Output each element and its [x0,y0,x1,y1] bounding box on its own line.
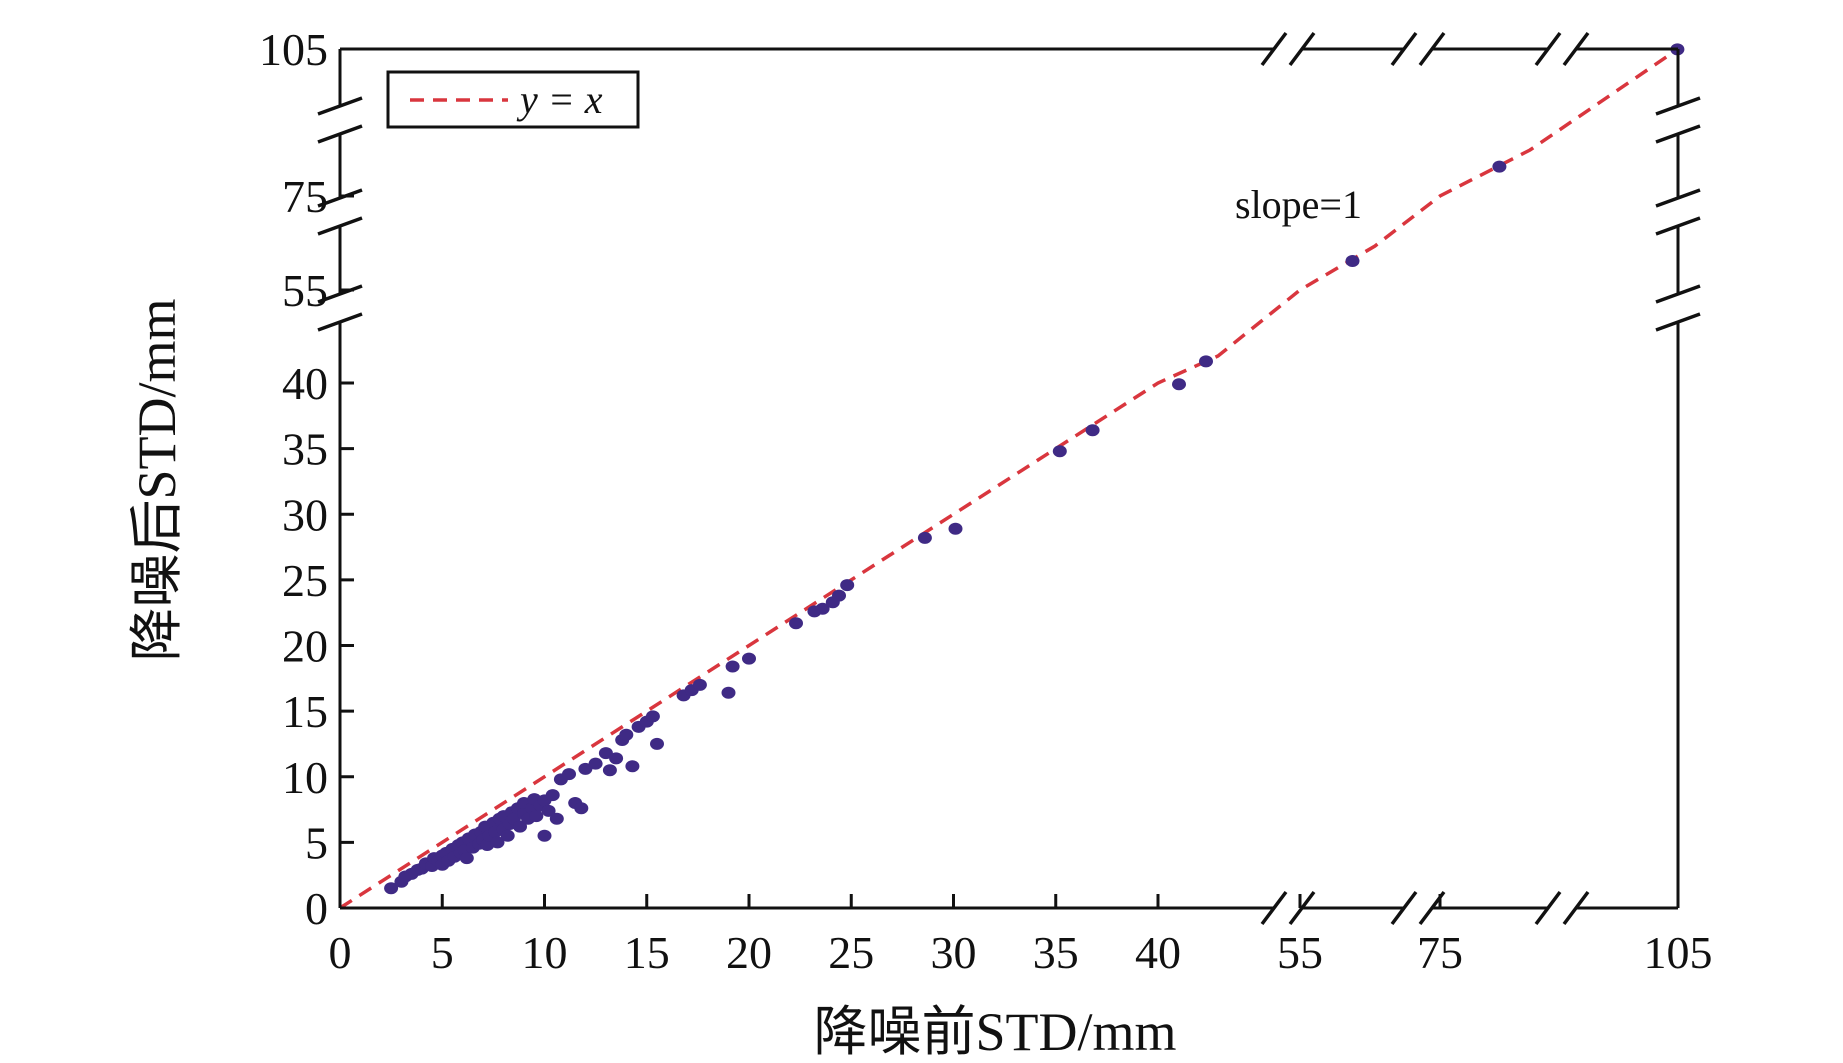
data-point [1085,424,1100,437]
data-point [588,757,603,770]
legend: y = x [386,70,640,129]
data-point [625,760,640,773]
axis-break-mark [1390,31,1418,67]
y-tick-label: 75 [282,171,328,222]
axis-break-mark [1655,312,1701,332]
x-tick-label: 5 [431,927,454,978]
x-tick-label: 55 [1277,927,1323,978]
axis-break-mark [317,284,363,304]
axis-break-mark [317,96,363,116]
x-tick-label: 35 [1033,927,1079,978]
axis-break-mark [1534,31,1562,67]
axis-break-mark [1418,31,1446,67]
axis-break-mark [317,124,363,144]
y-tick-label: 25 [282,555,328,606]
data-point [545,789,560,802]
x-tick-label: 40 [1135,927,1181,978]
data-point [619,728,634,741]
data-point [721,686,736,699]
y-tick-label: 5 [305,817,328,868]
ticks: 0 5 10 15 20 25 30 35 40 55 75 105 0 5 10 15 20 25 30 35 40 5… [259,24,1713,978]
axis-break-mark [317,312,363,332]
axis-break-mark [317,188,363,208]
axis-break-mark [1390,890,1418,926]
data-point [529,810,544,823]
y-tick-label: 10 [282,752,328,803]
axis-break-mark [1562,890,1590,926]
x-tick-label: 30 [931,927,977,978]
data-point [602,764,617,777]
y-tick-label: 35 [282,424,328,475]
axis-break-mark [1260,31,1288,67]
y-tick-label: 0 [305,883,328,934]
data-point [645,710,660,723]
data-point [650,737,664,750]
y-tick-label: 105 [259,24,328,75]
x-tick-label: 0 [329,927,352,978]
data-point [537,829,552,842]
axis-break-mark [1534,890,1562,926]
axis-break-mark [1655,284,1701,304]
data-point [840,579,855,592]
axis-break-mark [1562,31,1590,67]
axis-break-mark [1655,216,1701,236]
data-point [598,747,613,760]
axis-break-mark [1260,890,1288,926]
y-tick-label: 20 [282,621,328,672]
y-tick-label: 30 [282,489,328,540]
axis-break-mark [317,216,363,236]
x-tick-label: 20 [726,927,772,978]
x-tick-label: 25 [828,927,874,978]
data-point [549,812,564,825]
slope-annotation: slope=1 [1235,182,1362,227]
axis-break-mark [1288,890,1316,926]
x-tick-label: 15 [624,927,670,978]
data-point [1492,160,1507,173]
data-point [500,829,515,842]
axis-break-mark [1655,124,1701,144]
data-points [384,43,1685,895]
data-point [513,820,527,833]
data-point [541,804,556,817]
x-tick-label: 105 [1644,927,1713,978]
data-point [384,882,399,895]
y-tick-label: 55 [282,265,328,316]
y-tick-label: 15 [282,686,328,737]
data-point [562,768,576,781]
legend-box [386,70,640,129]
y-tick-label: 40 [282,358,328,409]
data-point [832,589,846,602]
y-axis-title: 降噪后STD/mm [127,298,187,661]
data-point [815,602,830,615]
axis-break-mark [1655,188,1701,208]
axes [317,31,1701,926]
x-tick-label: 10 [522,927,568,978]
reference-line-layer [339,47,1679,910]
data-point [692,678,707,691]
axis-break-mark [1288,31,1316,67]
x-tick-label: 75 [1417,927,1463,978]
data-point [1345,255,1360,267]
legend-label: y = x [516,77,603,122]
data-point [948,522,963,535]
data-point [490,836,505,849]
data-point [578,762,593,775]
data-point [789,617,803,630]
data-point [1172,378,1186,391]
reference-line [339,47,1679,910]
data-point [574,802,589,815]
data-point [1052,445,1067,458]
data-point [917,531,932,544]
data-point [742,652,756,665]
axis-break-mark [1655,96,1701,116]
data-point [459,852,474,865]
data-point [725,660,740,673]
x-axis-title: 降噪前STD/mm [813,1002,1176,1062]
data-point [1199,355,1213,368]
data-point [609,752,624,765]
